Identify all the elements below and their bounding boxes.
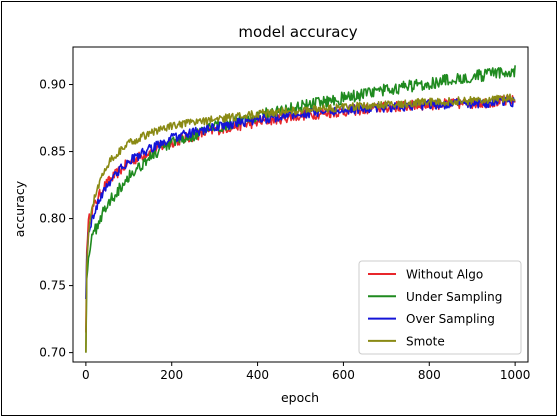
x-tick-label: 1000 [500, 368, 531, 382]
y-tick-label: 0.90 [39, 78, 66, 92]
legend-label: Without Algo [406, 268, 483, 282]
x-tick-label: 400 [246, 368, 269, 382]
chart-title: model accuracy [238, 23, 357, 41]
legend-label: Smote [406, 334, 445, 348]
y-tick-label: 0.75 [39, 279, 66, 293]
plot-area [72, 46, 529, 363]
x-tick-label: 0 [82, 368, 90, 382]
y-axis: 0.70 0.75 0.80 0.85 0.90 [39, 78, 73, 360]
x-tick-label: 800 [418, 368, 441, 382]
legend-label: Over Sampling [406, 312, 495, 326]
y-tick-label: 0.85 [39, 145, 66, 159]
plot-lines [85, 65, 516, 353]
legend-label: Under Sampling [406, 290, 502, 304]
x-tick-label: 200 [160, 368, 183, 382]
legend-box [358, 260, 522, 355]
y-tick-label: 0.80 [39, 212, 66, 226]
legend: Without Algo Under Sampling Over Sampling S… [358, 260, 522, 355]
y-tick-label: 0.70 [39, 346, 66, 360]
x-axis: 0 200 400 600 800 1000 [82, 362, 530, 382]
series-line-under-sampling [85, 65, 516, 353]
series-line-smote [85, 93, 516, 353]
y-axis-label: accuracy [12, 180, 27, 237]
x-tick-label: 600 [332, 368, 355, 382]
x-axis-label: epoch [281, 390, 319, 405]
